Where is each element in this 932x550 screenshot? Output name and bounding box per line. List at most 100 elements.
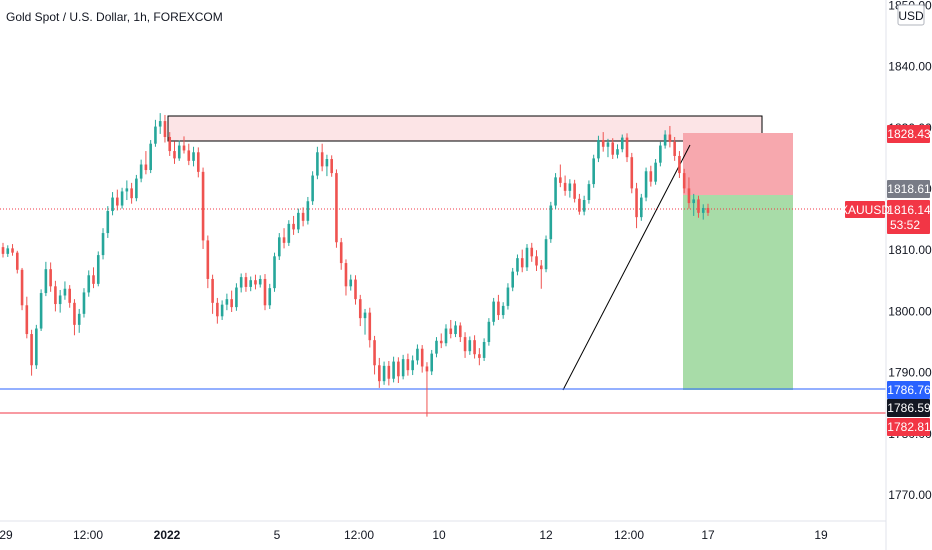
support-b-tag-box — [887, 399, 930, 417]
candle-body — [297, 212, 300, 230]
candle-body — [501, 305, 505, 316]
candle-body — [87, 275, 91, 293]
candle — [320, 143, 324, 172]
currency-box[interactable] — [897, 4, 925, 26]
candle-body — [220, 304, 224, 317]
countdown-label: 53:52 — [890, 218, 920, 232]
candle-body — [563, 182, 567, 191]
candle — [649, 165, 653, 187]
candle-body — [168, 136, 172, 152]
candle-body — [35, 328, 38, 366]
candle-body — [611, 142, 615, 155]
candle — [125, 180, 129, 201]
candle — [630, 152, 634, 194]
candle — [301, 207, 305, 227]
time-tick-label: 17 — [701, 528, 715, 542]
time-tick-label: 29 — [0, 528, 13, 542]
candle — [139, 159, 143, 183]
candle — [287, 220, 291, 246]
chart-title: Gold Spot / U.S. Dollar, 1h, FOREXCOM — [6, 10, 223, 24]
candle-body — [516, 258, 519, 272]
candle-body — [382, 365, 386, 382]
candle — [554, 173, 557, 210]
candle-body — [482, 342, 486, 358]
candle-body — [697, 199, 700, 213]
candle-body — [116, 197, 119, 206]
time-axis[interactable]: 29 12:00 2022 5 12:00 10 12 12:00 17 19 — [0, 528, 828, 542]
candle-body — [158, 121, 162, 127]
candle — [77, 308, 81, 333]
candle — [15, 250, 19, 274]
candle-body — [654, 162, 657, 182]
candle-body — [478, 354, 481, 358]
candle — [120, 187, 124, 209]
candle-body — [182, 145, 186, 151]
candle — [449, 319, 453, 339]
candle-body — [25, 305, 29, 335]
candle-body — [216, 302, 219, 317]
low-tag-label: 1782.81 — [887, 420, 931, 434]
candle-body — [682, 173, 686, 189]
candle-body — [139, 164, 143, 179]
candle-body — [530, 247, 534, 257]
candle — [363, 308, 367, 335]
candle — [344, 259, 348, 296]
candle — [130, 182, 133, 204]
candle — [230, 290, 233, 313]
candle-body — [559, 177, 562, 183]
candle — [659, 141, 662, 167]
candle-body — [358, 299, 362, 319]
candle — [277, 233, 281, 260]
candle-body — [73, 302, 76, 325]
candle — [701, 204, 705, 220]
candle-body — [192, 152, 195, 161]
candle — [473, 335, 476, 359]
candle-body — [668, 134, 672, 142]
candle — [311, 171, 314, 205]
candle-body — [582, 200, 586, 212]
candle-body — [640, 197, 643, 218]
candle-body — [487, 321, 491, 342]
trendline[interactable] — [562, 144, 691, 391]
candle — [454, 321, 457, 338]
candle — [439, 333, 443, 349]
candle-body — [230, 299, 233, 308]
candle-body — [444, 328, 448, 344]
stop-loss-zone[interactable] — [683, 133, 793, 195]
candle — [216, 297, 219, 324]
candle-body — [554, 177, 557, 206]
candle-body — [368, 312, 372, 341]
candle-body — [254, 280, 257, 285]
candle — [201, 167, 205, 249]
zone-top-tag-label: 1828.43 — [887, 127, 931, 141]
resistance-zone[interactable] — [167, 115, 763, 142]
candle — [20, 267, 24, 311]
candle — [382, 361, 386, 385]
candle-body — [187, 150, 191, 161]
candle-body — [511, 271, 514, 288]
price-tick-label: 1840.00 — [888, 60, 932, 74]
candle — [297, 208, 300, 234]
candle — [682, 168, 686, 194]
target-zone[interactable] — [683, 195, 793, 390]
candle-body — [411, 360, 414, 371]
candle-body — [54, 286, 57, 305]
candle-body — [125, 188, 129, 192]
candle — [182, 136, 186, 154]
candle — [292, 215, 295, 235]
candle — [435, 337, 438, 358]
candle — [354, 275, 357, 305]
candle-body — [263, 278, 267, 306]
candle-body — [82, 292, 86, 314]
candle — [63, 281, 67, 300]
candle-body — [659, 145, 662, 163]
time-tick-label: 12:00 — [73, 528, 103, 542]
candle-body — [392, 361, 395, 379]
candle — [644, 167, 648, 202]
candle-body — [239, 277, 243, 288]
candle — [573, 179, 576, 203]
candle — [392, 356, 395, 383]
candle-body — [687, 188, 691, 204]
candle-body — [163, 121, 167, 137]
